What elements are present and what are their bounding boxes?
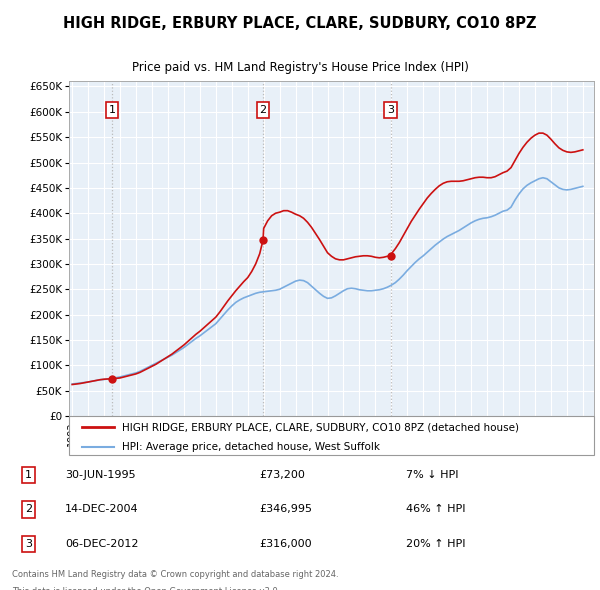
- Text: 46% ↑ HPI: 46% ↑ HPI: [406, 504, 466, 514]
- Text: 2: 2: [259, 105, 266, 115]
- Text: 1: 1: [25, 470, 32, 480]
- Text: 20% ↑ HPI: 20% ↑ HPI: [406, 539, 466, 549]
- Text: HIGH RIDGE, ERBURY PLACE, CLARE, SUDBURY, CO10 8PZ: HIGH RIDGE, ERBURY PLACE, CLARE, SUDBURY…: [63, 17, 537, 31]
- Text: Price paid vs. HM Land Registry's House Price Index (HPI): Price paid vs. HM Land Registry's House …: [131, 61, 469, 74]
- Text: £73,200: £73,200: [259, 470, 305, 480]
- Text: 7% ↓ HPI: 7% ↓ HPI: [406, 470, 458, 480]
- Text: HPI: Average price, detached house, West Suffolk: HPI: Average price, detached house, West…: [121, 442, 380, 452]
- Text: Contains HM Land Registry data © Crown copyright and database right 2024.: Contains HM Land Registry data © Crown c…: [12, 570, 338, 579]
- Text: 3: 3: [387, 105, 394, 115]
- Text: 30-JUN-1995: 30-JUN-1995: [65, 470, 136, 480]
- Text: 06-DEC-2012: 06-DEC-2012: [65, 539, 139, 549]
- Text: 14-DEC-2004: 14-DEC-2004: [65, 504, 139, 514]
- FancyBboxPatch shape: [69, 416, 594, 455]
- Text: £316,000: £316,000: [259, 539, 311, 549]
- Text: £346,995: £346,995: [259, 504, 312, 514]
- Text: 3: 3: [25, 539, 32, 549]
- Text: This data is licensed under the Open Government Licence v3.0.: This data is licensed under the Open Gov…: [12, 588, 280, 590]
- Text: 1: 1: [109, 105, 116, 115]
- Text: 2: 2: [25, 504, 32, 514]
- Text: HIGH RIDGE, ERBURY PLACE, CLARE, SUDBURY, CO10 8PZ (detached house): HIGH RIDGE, ERBURY PLACE, CLARE, SUDBURY…: [121, 422, 518, 432]
